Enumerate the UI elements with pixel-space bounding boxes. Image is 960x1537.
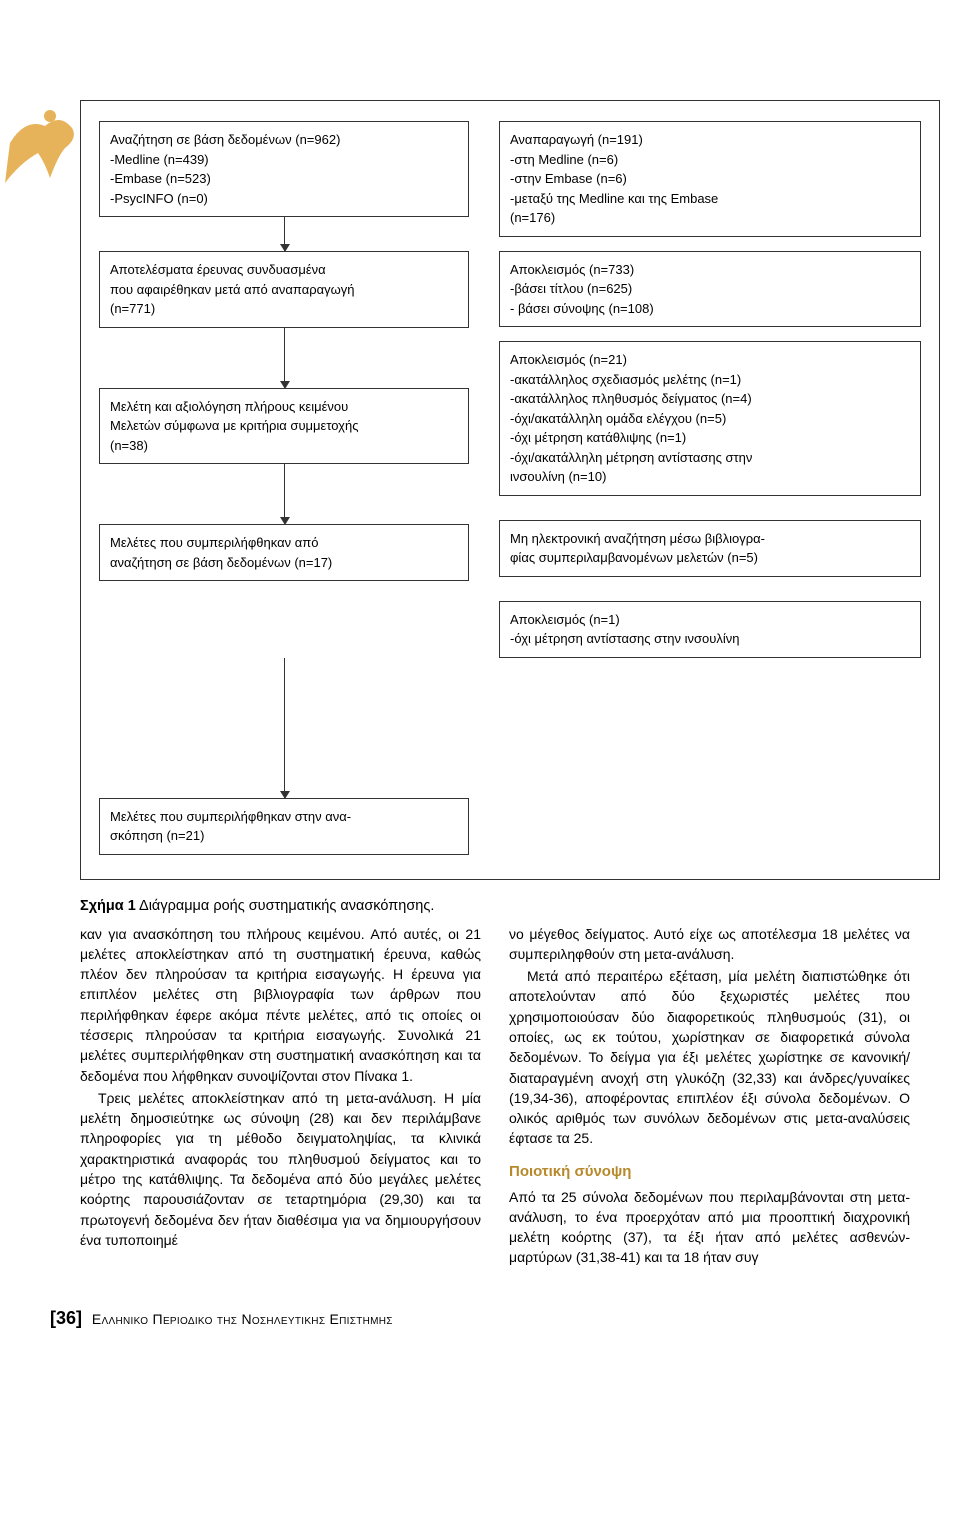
flow-box-excl-21: Αποκλεισμός (n=21) -ακατάλληλος σχεδιασμ… xyxy=(499,341,921,496)
flow-box-nonelectronic: Μη ηλεκτρονική αναζήτηση μέσω βιβλιογρα-… xyxy=(499,520,921,577)
arrow-down-icon xyxy=(284,658,285,798)
journal-logo xyxy=(0,108,90,193)
arrow-down-icon xyxy=(284,217,285,251)
flow-box-search: Αναζήτηση σε βάση δεδομένων (n=962) -Med… xyxy=(99,121,469,217)
paragraph: Από τα 25 σύνολα δεδομένων που περιλαμβά… xyxy=(509,1187,910,1268)
page-footer: [36] Ελληνικο Περιοδικο της Νοσηλευτικης… xyxy=(50,1308,960,1329)
arrow-down-icon xyxy=(284,328,285,388)
page-number: [36] xyxy=(50,1308,82,1328)
flow-box-combined: Αποτελέσματα έρευνας συνδυασμένα που αφα… xyxy=(99,251,469,328)
flowchart-container: Αναζήτηση σε βάση δεδομένων (n=962) -Med… xyxy=(80,100,940,880)
flow-box-db-included: Μελέτες που συμπεριλήφθηκαν από αναζήτησ… xyxy=(99,524,469,581)
body-text: καν για ανασκόπηση του πλήρους κειμένου.… xyxy=(80,924,910,1268)
flow-box-excl-1: Αποκλεισμός (n=1) -όχι μέτρηση αντίσταση… xyxy=(499,601,921,658)
flow-box-excl-733: Αποκλεισμός (n=733) -βάσει τίτλου (n=625… xyxy=(499,251,921,328)
figure-caption: Σχήμα 1 Διάγραμμα ροής συστηματικής ανασ… xyxy=(80,898,960,914)
paragraph: Μετά από περαιτέρω εξέταση, μία μελέτη δ… xyxy=(509,966,910,1149)
journal-name: Ελληνικο Περιοδικο της Νοσηλευτικης Επισ… xyxy=(92,1311,393,1327)
flow-box-review-included: Μελέτες που συμπεριλήφθηκαν στην ανα- σκ… xyxy=(99,798,469,855)
flow-box-reproduction: Αναπαραγωγή (n=191) -στη Medline (n=6) -… xyxy=(499,121,921,237)
paragraph: Τρεις μελέτες αποκλείστηκαν από τη μετα-… xyxy=(80,1088,481,1250)
arrow-down-icon xyxy=(284,464,285,524)
flow-box-fulltext: Μελέτη και αξιολόγηση πλήρους κειμένου Μ… xyxy=(99,388,469,465)
section-heading: Ποιοτική σύνοψη xyxy=(509,1161,910,1183)
paragraph: νο μέγεθος δείγματος. Αυτό είχε ως αποτέ… xyxy=(509,924,910,965)
paragraph: καν για ανασκόπηση του πλήρους κειμένου.… xyxy=(80,924,481,1086)
